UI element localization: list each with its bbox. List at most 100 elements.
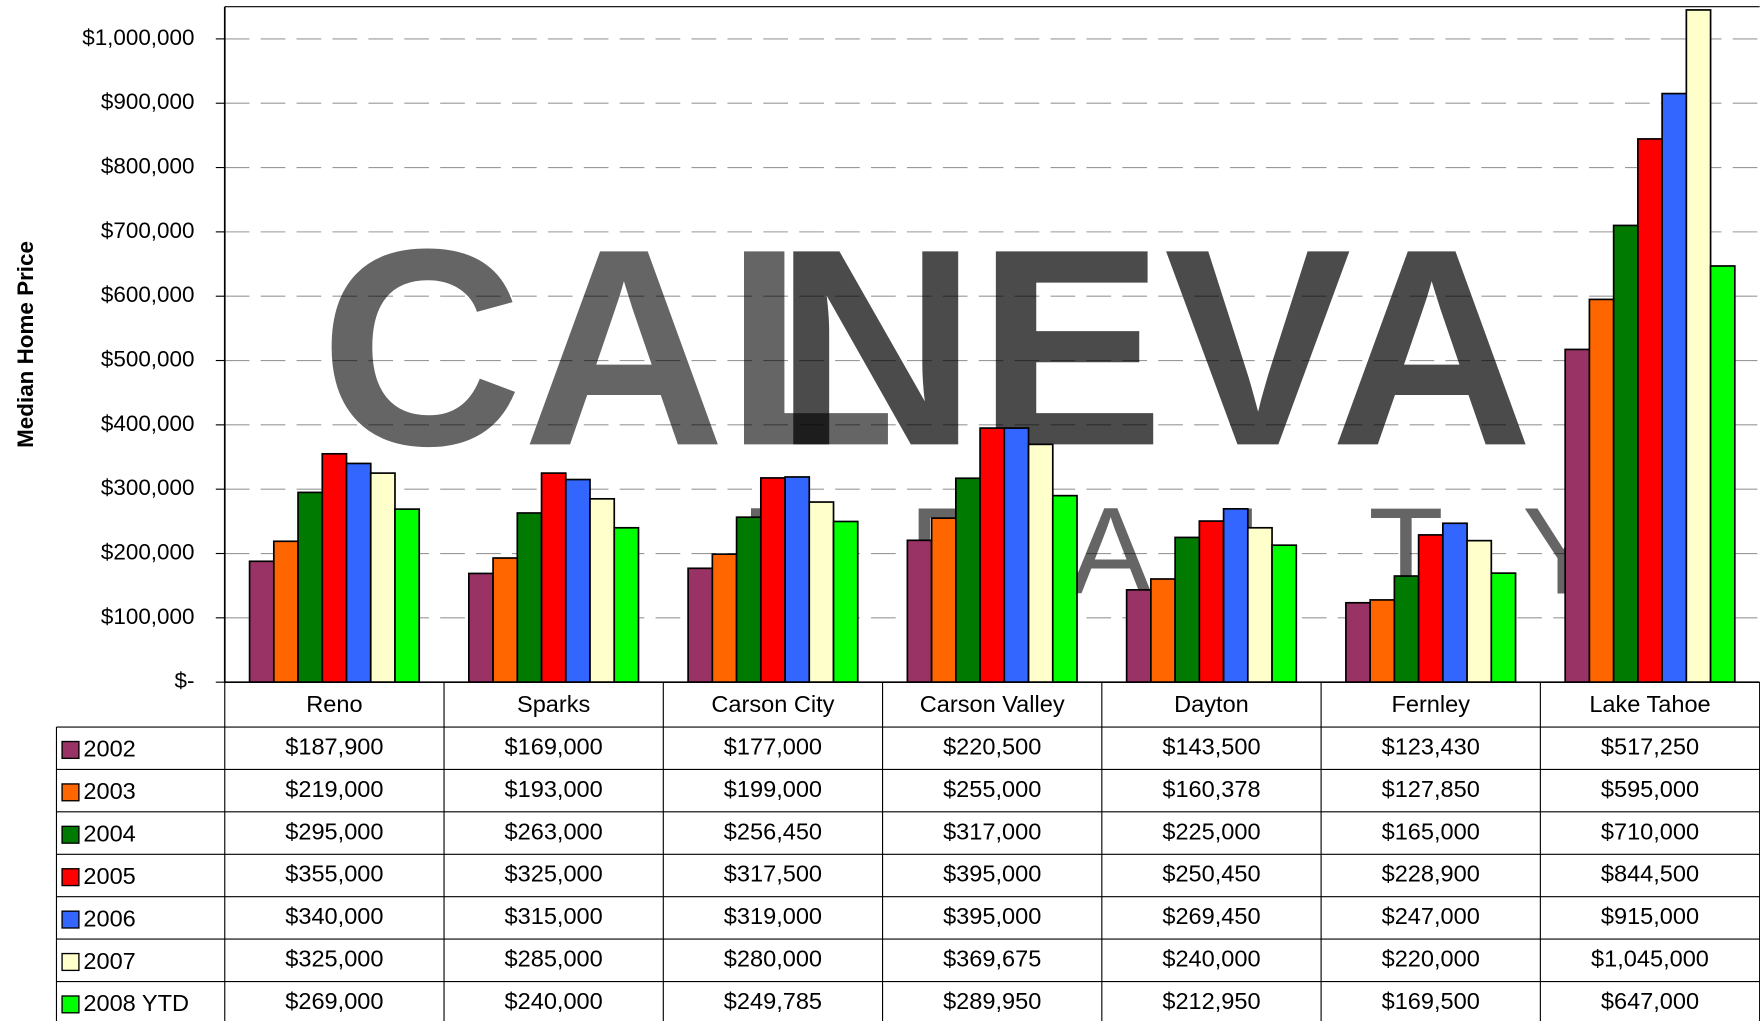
bar	[1637, 138, 1663, 684]
y-tick-label: $300,000	[101, 475, 195, 500]
table-cell: $177,000	[724, 733, 822, 759]
bar	[1174, 536, 1201, 684]
table-cell: $169,000	[505, 733, 603, 759]
table-cell: $289,950	[943, 988, 1041, 1014]
bar	[297, 491, 324, 684]
table-cell: $250,450	[1162, 861, 1260, 887]
bar	[321, 452, 348, 684]
bar	[979, 427, 1006, 684]
table-cell: $269,000	[285, 988, 383, 1014]
bar	[906, 539, 933, 684]
table-cell: $228,900	[1382, 861, 1480, 887]
bar	[1369, 599, 1396, 684]
table-cell: $317,500	[724, 861, 822, 887]
bar	[272, 540, 299, 684]
legend-swatch	[61, 995, 80, 1014]
table-cell: $127,850	[1382, 776, 1480, 802]
bar	[1685, 9, 1712, 684]
y-tick-label: $600,000	[101, 282, 195, 307]
bar	[1490, 572, 1517, 684]
table-cell: $247,000	[1382, 903, 1480, 929]
x-tick-label: Sparks	[517, 691, 590, 717]
table-cell: $317,000	[943, 818, 1041, 844]
bar	[955, 477, 981, 684]
table-cell: $256,450	[724, 818, 822, 844]
y-tick-label: $1,000,000	[82, 25, 194, 50]
bar	[711, 553, 738, 684]
bar	[1417, 534, 1444, 684]
table-cell: $193,000	[505, 776, 603, 802]
table-cell: $395,000	[943, 903, 1041, 929]
bar	[735, 516, 762, 684]
bar	[1345, 601, 1371, 684]
y-tick-label: $800,000	[101, 153, 195, 178]
table-cell: $325,000	[285, 946, 383, 972]
table-cell: $340,000	[285, 903, 383, 929]
y-tick-label: $700,000	[101, 218, 195, 243]
y-tick-label: $-	[175, 668, 195, 693]
bar	[613, 526, 640, 684]
bar	[589, 497, 616, 684]
table-cell: $319,000	[724, 903, 822, 929]
bar	[1051, 494, 1078, 684]
table-cell: $395,000	[943, 861, 1041, 887]
y-tick-label: $900,000	[101, 89, 195, 114]
y-tick-label: $500,000	[101, 346, 195, 371]
bar	[1027, 443, 1054, 684]
bar	[1612, 224, 1639, 684]
bar	[1246, 526, 1273, 684]
table-cell: $143,500	[1162, 733, 1260, 759]
bar	[808, 501, 835, 684]
table-cell: $212,950	[1162, 988, 1260, 1014]
bar	[564, 478, 591, 684]
table-cell: $160,378	[1162, 776, 1260, 802]
bar	[1271, 544, 1298, 684]
bar	[687, 567, 714, 684]
table-cell: $240,000	[505, 988, 603, 1014]
table-cell: $915,000	[1601, 903, 1699, 929]
legend-swatch	[61, 952, 80, 972]
legend-label: 2003	[83, 778, 135, 804]
table-cell: $123,430	[1382, 733, 1480, 759]
bar	[492, 557, 519, 684]
legend-label: 2007	[83, 948, 135, 974]
bar	[1588, 298, 1615, 684]
table-cell: $295,000	[285, 818, 383, 844]
table-cell: $220,000	[1382, 946, 1480, 972]
bar	[394, 508, 421, 684]
bar	[345, 462, 372, 684]
bar	[1564, 348, 1591, 684]
x-tick-label: Reno	[306, 691, 362, 717]
x-tick-label: Carson Valley	[920, 691, 1065, 717]
table-cell: $325,000	[505, 861, 603, 887]
table-cell: $595,000	[1601, 776, 1699, 802]
table-cell: $240,000	[1162, 946, 1260, 972]
bar	[1661, 92, 1688, 684]
legend-label: 2005	[83, 863, 135, 889]
bar	[1125, 589, 1152, 684]
legend-swatch	[61, 783, 80, 802]
x-tick-label: Carson City	[711, 691, 834, 717]
table-cell: $263,000	[505, 818, 603, 844]
bar	[369, 472, 396, 684]
legend-label: 2008 YTD	[83, 990, 189, 1016]
table-cell: $220,500	[943, 733, 1041, 759]
table-cell: $255,000	[943, 776, 1041, 802]
bar	[1393, 575, 1420, 684]
bar	[1442, 522, 1468, 684]
table-cell: $225,000	[1162, 818, 1260, 844]
table-cell: $369,675	[943, 946, 1041, 972]
table-cell: $169,500	[1382, 988, 1480, 1014]
legend-swatch	[61, 740, 80, 760]
table-cell: $517,250	[1601, 733, 1699, 759]
legend-label: 2002	[83, 736, 135, 762]
y-tick-label: $400,000	[101, 411, 195, 436]
table-cell: $710,000	[1601, 818, 1699, 844]
bar	[516, 512, 543, 684]
legend-swatch	[61, 825, 80, 844]
table-cell: $219,000	[285, 776, 383, 802]
table-cell: $269,450	[1162, 903, 1260, 929]
watermark-text: CAL	[320, 191, 896, 504]
